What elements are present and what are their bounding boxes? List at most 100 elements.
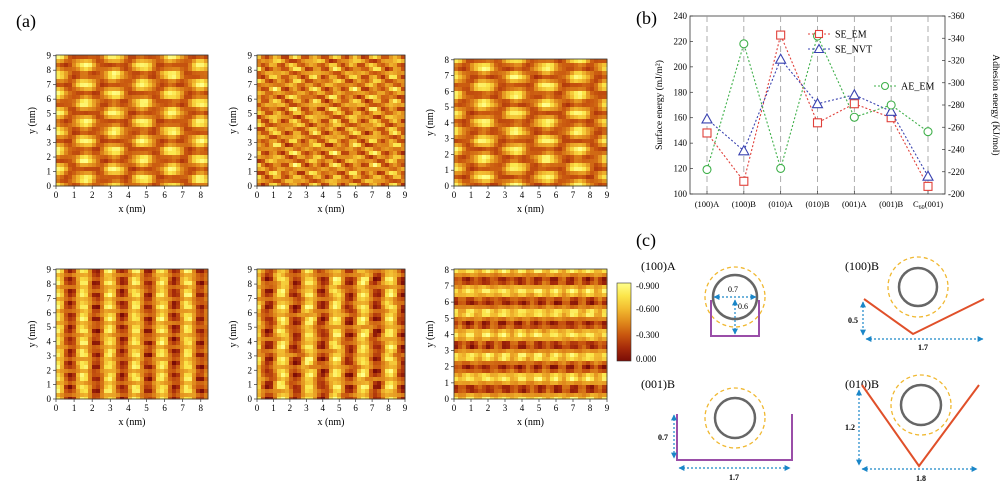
heatmap-cell xyxy=(120,143,125,148)
heatmap-cell xyxy=(574,67,579,72)
heatmap-cell xyxy=(261,87,266,92)
heatmap-cell xyxy=(56,377,61,382)
heatmap-cell xyxy=(160,297,165,302)
heatmap-cell xyxy=(144,337,149,342)
heatmap-cell xyxy=(76,95,81,100)
heatmap-cell xyxy=(80,127,85,132)
heatmap-ytick-label: 9 xyxy=(47,51,52,61)
heatmap-cell xyxy=(76,313,81,318)
heatmap-cell xyxy=(92,333,97,338)
heatmap-cell xyxy=(104,71,109,76)
heatmap-cell xyxy=(257,79,262,84)
heatmap-cell xyxy=(68,349,73,354)
heatmap-cell xyxy=(470,175,475,180)
heatmap-cell xyxy=(156,99,161,104)
heatmap-cell xyxy=(128,171,133,176)
heatmap-cell xyxy=(377,131,382,136)
heatmap-cell xyxy=(112,71,117,76)
heatmap-cell xyxy=(313,83,318,88)
heatmap-cell xyxy=(120,103,125,108)
heatmap-cell xyxy=(116,317,121,322)
heatmap-cell xyxy=(562,179,567,184)
heatmap-cell xyxy=(156,75,161,80)
heatmap-cell xyxy=(321,91,326,96)
heatmap-cell xyxy=(506,167,511,172)
heatmap-cell xyxy=(128,365,133,370)
heatmap-cell xyxy=(96,333,101,338)
heatmap-cell xyxy=(92,59,97,64)
heatmap-cell xyxy=(136,373,141,378)
heatmap-cell xyxy=(84,87,89,92)
heatmap-ytick-label: 8 xyxy=(248,65,253,75)
heatmap-cell xyxy=(353,83,358,88)
heatmap-cell xyxy=(184,159,189,164)
heatmap-cell xyxy=(96,167,101,172)
heatmap-cell xyxy=(349,167,354,172)
heatmap-cell xyxy=(389,111,394,116)
heatmap-cell xyxy=(172,135,177,140)
heatmap-cell xyxy=(56,273,61,278)
heatmap-cell xyxy=(152,99,157,104)
heatmap-cell xyxy=(184,87,189,92)
heatmap-cell xyxy=(550,63,555,68)
heatmap-cell xyxy=(562,159,567,164)
heatmap-cell xyxy=(542,75,547,80)
heatmap-cell xyxy=(100,369,105,374)
heatmap-cell xyxy=(578,179,583,184)
heatmap-cell xyxy=(128,341,133,346)
heatmap-cell xyxy=(498,111,503,116)
heatmap-cell xyxy=(104,317,109,322)
heatmap-cell xyxy=(538,119,543,124)
heatmap-cell xyxy=(554,103,559,108)
heatmap-cell xyxy=(156,289,161,294)
heatmap-cell xyxy=(64,131,69,136)
heatmap-cell xyxy=(558,167,563,172)
heatmap-cell xyxy=(377,67,382,72)
heatmap-cell xyxy=(96,385,101,390)
heatmap-cell xyxy=(478,59,483,64)
heatmap-cell xyxy=(281,135,286,140)
heatmap-cell xyxy=(140,285,145,290)
heatmap-cell xyxy=(466,71,471,76)
heatmap-cell xyxy=(381,179,386,184)
heatmap-cell xyxy=(112,67,117,72)
heatmap-cell xyxy=(337,55,342,60)
heatmap-cell xyxy=(554,119,559,124)
heatmap-cell xyxy=(100,317,105,322)
heatmap-cell xyxy=(92,353,97,358)
heatmap-cell xyxy=(538,167,543,172)
heatmap-cell xyxy=(470,79,475,84)
heatmap-cell xyxy=(132,67,137,72)
heatmap-cell xyxy=(200,349,205,354)
heatmap-cell xyxy=(164,377,169,382)
heatmap-cell xyxy=(200,147,205,152)
heatmap-cell xyxy=(76,63,81,68)
heatmap-cell xyxy=(514,179,519,184)
heatmap-cell xyxy=(474,139,479,144)
heatmap-cell xyxy=(84,277,89,282)
heatmap-cell xyxy=(321,79,326,84)
heatmap-cell xyxy=(72,345,77,350)
heatmap-cell xyxy=(60,345,65,350)
heatmap-cell xyxy=(269,63,274,68)
heatmap-cell xyxy=(144,99,149,104)
heatmap-cell xyxy=(80,163,85,168)
heatmap-cell xyxy=(301,155,306,160)
heatmap-cell xyxy=(188,289,193,294)
heatmap-cell xyxy=(530,67,535,72)
heatmap-cell xyxy=(104,329,109,334)
heatmap-cell xyxy=(574,143,579,148)
heatmap-cell xyxy=(124,55,129,60)
heatmap-cell xyxy=(152,297,157,302)
heatmap-cell xyxy=(466,63,471,68)
heatmap-cell xyxy=(112,297,117,302)
heatmap-cell xyxy=(361,127,366,132)
heatmap-cell xyxy=(64,357,69,362)
heatmap-cell xyxy=(60,79,65,84)
heatmap-cell xyxy=(56,91,61,96)
heatmap-cell xyxy=(176,329,181,334)
heatmap-cell xyxy=(277,103,282,108)
heatmap-cell xyxy=(498,175,503,180)
heatmap-cell xyxy=(582,63,587,68)
heatmap-cell xyxy=(104,171,109,176)
